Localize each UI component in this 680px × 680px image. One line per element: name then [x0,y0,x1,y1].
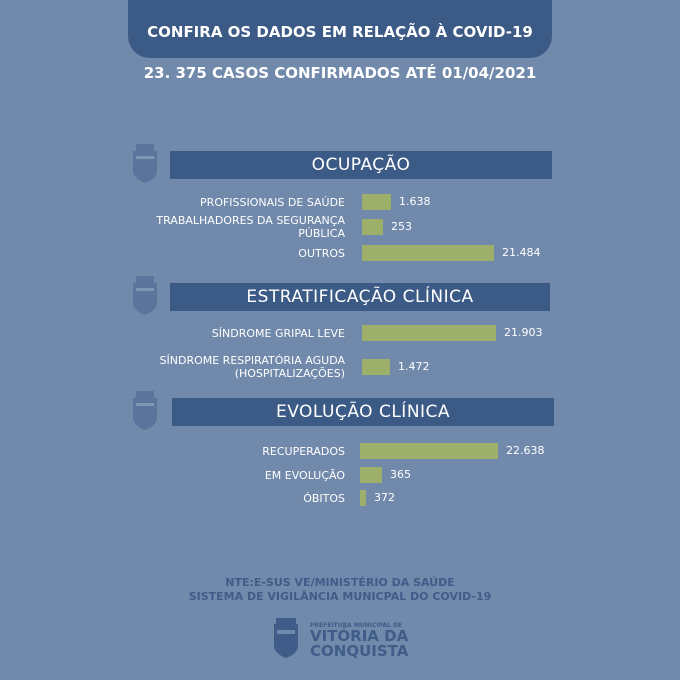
bar-value: 22.638 [506,444,545,457]
source-note: NTE:E-SUS VE/MINISTÉRIO DA SAÚDE SISTEMA… [0,576,680,604]
bar-label: RECUPERADOS [262,445,345,458]
bar-label: TRABALHADORES DA SEGURANÇA PÚBLICA [156,214,345,240]
bar [362,219,383,235]
bar-value: 253 [391,220,412,233]
title-banner: CONFIRA OS DADOS EM RELAÇÃO À COVID-19 [128,0,552,58]
page-title: CONFIRA OS DADOS EM RELAÇÃO À COVID-19 [147,23,533,41]
logo-small-text: PREFEITURA MUNICIPAL DE [310,621,403,629]
section-header: ESTRATIFICAÇÃO CLÍNICA [170,283,550,311]
bar-value: 1.638 [399,195,431,208]
subtitle: 23. 375 CASOS CONFIRMADOS ATÉ 01/04/2021 [143,64,537,82]
bar-value: 1.472 [398,360,430,373]
bar-value: 365 [390,468,411,481]
bar [360,467,382,483]
crest-icon [133,144,157,183]
source-line-1: NTE:E-SUS VE/MINISTÉRIO DA SAÚDE [225,576,455,589]
bar-label: ÓBITOS [303,492,345,505]
crest-icon [133,276,157,315]
section-header: OCUPAÇÃO [170,151,552,179]
bar [362,194,391,210]
bar [360,490,366,506]
bar [362,359,390,375]
crest-icon [133,391,157,430]
crest-icon [274,618,298,658]
bar-label: EM EVOLUÇÃO [264,469,345,482]
bar-label: PROFISSIONAIS DE SAÚDE [200,196,345,209]
logo-text-2: CONQUISTA [310,641,409,660]
bar-value: 21.903 [504,326,543,339]
city-logo: PREFEITURA MUNICIPAL DE VITÓRIA DA CONQU… [268,618,408,662]
source-line-2: SISTEMA DE VIGILÂNCIA MUNICPAL DO COVID-… [188,590,492,603]
bar-value: 372 [374,491,395,504]
bar-label: SÍNDROME GRIPAL LEVE [211,327,345,340]
bar-value: 21.484 [502,246,541,259]
logo-text-1: VITÓRIA DA [310,626,409,645]
bar-label: SÍNDROME RESPIRATÓRIA AGUDA (HOSPITALIZA… [159,354,345,380]
bar [360,443,498,459]
bar-label: OUTROS [298,247,345,260]
section-header: EVOLUÇÃO CLÍNICA [172,398,554,426]
bar [362,245,494,261]
bar [362,325,496,341]
